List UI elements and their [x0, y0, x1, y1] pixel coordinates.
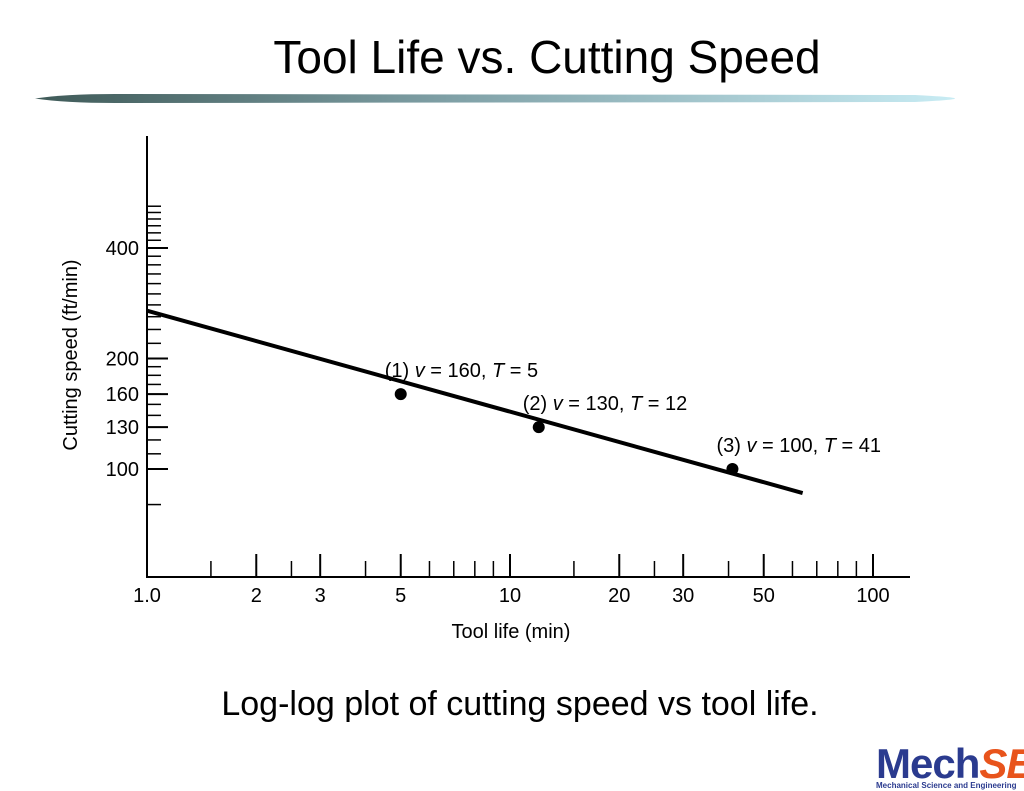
x-tick-label: 5	[395, 585, 406, 607]
x-tick-label: 3	[315, 585, 326, 607]
x-axis-label: Tool life (min)	[452, 621, 571, 643]
x-tick-label: 1.0	[133, 585, 161, 607]
y-tick-label: 200	[106, 349, 139, 371]
y-minor-ticks	[147, 205, 161, 506]
x-minor-ticks	[210, 561, 858, 577]
x-tick-label: 50	[753, 585, 775, 607]
y-tick-labels: 100 130 160 200 400	[106, 238, 168, 481]
data-point	[394, 388, 407, 401]
y-tick-label: 130	[106, 417, 139, 439]
logo-wordmark: MechSE	[876, 743, 1024, 785]
slide-caption: Log-log plot of cutting speed vs tool li…	[221, 685, 819, 723]
x-tick-label: 100	[856, 585, 889, 607]
logo-subtitle: Mechanical Science and Engineering	[876, 781, 1017, 790]
point-annotation: (2) v = 130, T = 12	[523, 393, 688, 415]
axes	[146, 136, 910, 578]
y-axis-label: Cutting speed (ft/min)	[60, 259, 82, 450]
logo-mech-text: Mech	[876, 740, 980, 787]
data-points: (1) v = 160, T = 5 (2) v = 130, T = 12 (3)…	[385, 360, 881, 475]
title-divider	[35, 94, 955, 103]
x-tick-label: 10	[499, 585, 521, 607]
logo-se-text: SE	[979, 740, 1024, 787]
data-point	[726, 463, 739, 475]
y-tick-label: 100	[106, 459, 139, 481]
data-point	[532, 421, 545, 434]
slide-title: Tool Life vs. Cutting Speed	[273, 31, 821, 83]
point-annotation: (1) v = 160, T = 5	[385, 360, 538, 382]
x-tick-label: 20	[608, 585, 630, 607]
x-tick-label: 2	[251, 585, 262, 607]
x-tick-labels: 1.0 2 3 5 10 20 30 50 100	[133, 554, 890, 607]
x-tick-label: 30	[672, 585, 694, 607]
y-tick-label: 160	[106, 384, 139, 406]
mechse-logo: MechSE Mechanical Science and Engineerin…	[876, 743, 1024, 791]
y-tick-label: 400	[106, 238, 139, 260]
point-annotation: (3) v = 100, T = 41	[716, 435, 881, 457]
trend-line	[146, 308, 804, 495]
